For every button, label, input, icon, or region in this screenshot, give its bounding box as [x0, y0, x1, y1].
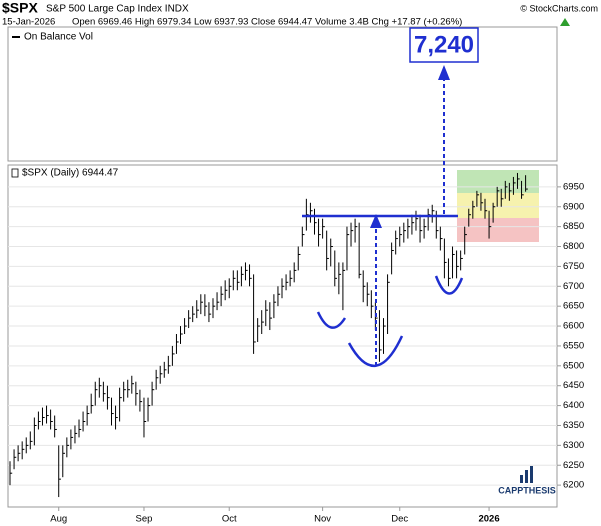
- y-tick-label: 6750: [563, 261, 584, 272]
- source: © StockCharts.com: [520, 3, 598, 13]
- x-tick-label: Nov: [314, 514, 331, 525]
- y-tick-label: 6300: [563, 440, 584, 451]
- subtitle: S&P 500 Large Cap Index INDX: [46, 4, 189, 15]
- x-tick-label: Aug: [50, 514, 67, 525]
- y-tick-label: 6700: [563, 281, 584, 292]
- legend: $SPX (Daily) 6944.47: [22, 168, 119, 179]
- y-tick-label: 6650: [563, 301, 584, 312]
- logo: CAPPTHESIS: [498, 485, 556, 495]
- x-tick-label: Sep: [136, 514, 153, 525]
- x-tick-label: Oct: [222, 514, 237, 525]
- head: [347, 335, 404, 367]
- legend-icon: [11, 168, 19, 178]
- y-tick-label: 6250: [563, 460, 584, 471]
- right-shoulder: [434, 275, 464, 295]
- target-label: 7,240: [414, 31, 474, 58]
- risk-zone: [457, 218, 539, 242]
- logo-icon: [520, 466, 533, 483]
- left-shoulder: [316, 311, 347, 329]
- target-box: [409, 27, 479, 63]
- date: 15-Jan-2026: [2, 17, 55, 28]
- arrow-head: [370, 214, 382, 228]
- upper-panel-label: On Balance Vol: [24, 32, 93, 43]
- y-tick-label: 6950: [563, 181, 584, 192]
- hold-zone: [457, 193, 539, 218]
- y-tick-label: 6550: [563, 340, 584, 351]
- y-tick-label: 6200: [563, 480, 584, 491]
- y-tick-label: 6450: [563, 380, 584, 391]
- x-tick-label: 2026: [478, 514, 499, 525]
- x-tick-label: Dec: [391, 514, 408, 525]
- title: $SPX: [2, 0, 38, 16]
- y-tick-label: 6850: [563, 221, 584, 232]
- y-tick-label: 6800: [563, 241, 584, 252]
- arrow-head: [438, 65, 450, 80]
- y-tick-label: 6500: [563, 360, 584, 371]
- y-tick-label: 6900: [563, 201, 584, 212]
- up-marker: [560, 18, 570, 26]
- y-tick-label: 6600: [563, 321, 584, 332]
- y-tick-label: 6350: [563, 420, 584, 431]
- y-tick-label: 6400: [563, 400, 584, 411]
- quote: Open 6969.46 High 6979.34 Low 6937.93 Cl…: [72, 17, 462, 28]
